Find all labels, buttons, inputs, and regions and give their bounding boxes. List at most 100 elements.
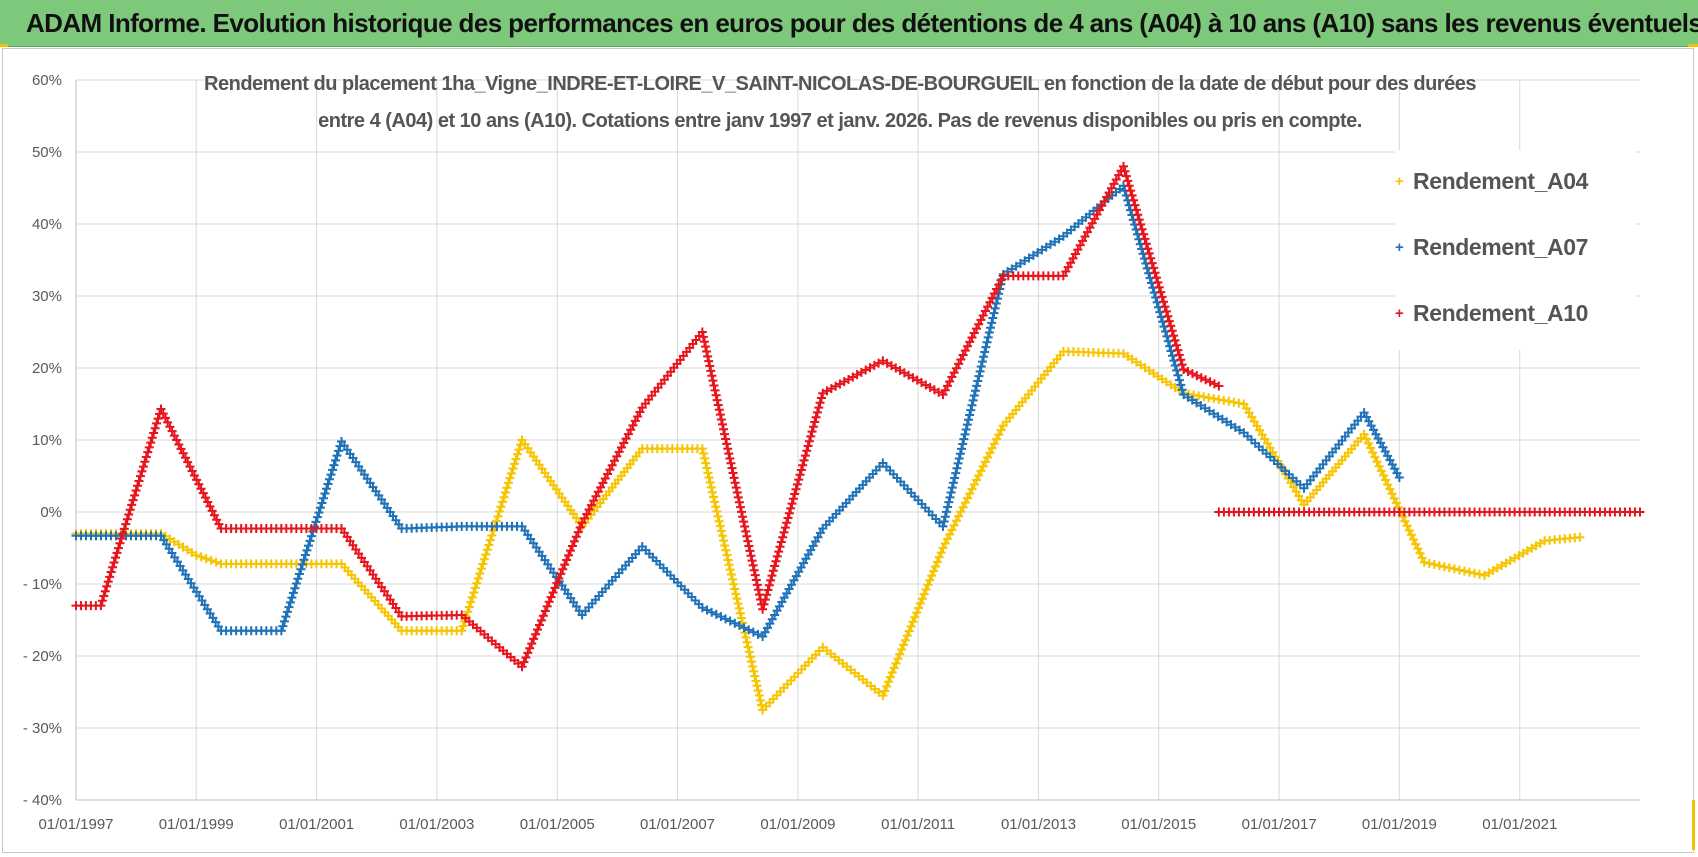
data-point-marker — [1406, 530, 1416, 540]
y-tick-label: - 10% — [23, 576, 62, 593]
data-point-marker — [1177, 385, 1187, 395]
legend-item-a07: + Rendement_A07 — [1395, 234, 1588, 261]
data-point-marker — [1130, 200, 1140, 210]
data-point-marker — [908, 617, 918, 627]
data-point-marker — [904, 626, 914, 636]
data-point-marker — [981, 342, 991, 352]
data-point-marker — [1475, 569, 1484, 579]
data-point-marker — [1400, 516, 1410, 526]
y-tick-label: 30% — [32, 288, 62, 305]
data-point-marker — [767, 571, 777, 581]
data-point-marker — [303, 541, 313, 551]
data-point-marker — [1134, 215, 1144, 225]
data-point-marker — [105, 572, 115, 582]
data-point-marker — [1192, 371, 1202, 381]
data-point-marker — [815, 398, 825, 408]
data-point-marker — [287, 593, 297, 603]
data-point-marker — [288, 588, 298, 598]
data-point-marker — [713, 400, 723, 410]
data-point-marker — [742, 637, 752, 647]
data-point-marker — [494, 507, 504, 517]
data-point-marker — [697, 603, 707, 613]
data-point-marker — [716, 415, 726, 425]
data-point-marker — [562, 555, 572, 565]
data-point-marker — [732, 594, 742, 604]
data-point-marker — [751, 575, 761, 585]
data-point-marker — [464, 602, 474, 612]
data-point-marker — [485, 535, 495, 545]
data-point-marker — [800, 451, 810, 461]
data-point-marker — [722, 439, 732, 449]
data-point-marker — [523, 648, 533, 658]
data-point-marker — [529, 634, 539, 644]
data-point-marker — [146, 438, 156, 448]
series-rendement_a10 — [71, 161, 1645, 672]
data-point-marker — [719, 536, 729, 546]
data-point-marker — [703, 351, 713, 361]
data-point-marker — [1444, 563, 1454, 573]
data-point-marker — [945, 492, 955, 502]
data-point-marker — [706, 366, 716, 376]
data-point-marker — [939, 517, 949, 527]
data-point-marker — [977, 357, 987, 367]
data-point-marker — [300, 550, 310, 560]
data-point-marker — [1209, 379, 1219, 389]
data-point-marker — [1139, 229, 1149, 239]
data-point-marker — [1389, 493, 1399, 503]
banner-title: ADAM Informe. Evolution historique des p… — [26, 8, 1698, 38]
data-point-marker — [710, 385, 720, 395]
data-point-marker — [702, 605, 712, 615]
data-point-marker — [143, 447, 153, 457]
data-point-marker — [806, 431, 816, 441]
data-point-marker — [748, 627, 758, 637]
data-point-marker — [735, 502, 745, 512]
data-point-marker — [734, 603, 744, 613]
data-point-marker — [990, 303, 1000, 313]
data-point-marker — [1398, 512, 1408, 522]
data-point-marker — [730, 478, 740, 488]
data-point-marker — [482, 545, 492, 555]
data-point-marker — [711, 609, 721, 619]
data-point-marker — [953, 458, 963, 468]
data-point-marker — [736, 613, 746, 623]
data-point-marker — [714, 405, 724, 415]
data-point-marker — [1415, 548, 1425, 558]
data-point-marker — [1439, 562, 1449, 572]
data-point-marker — [1149, 263, 1159, 273]
data-point-marker — [1119, 161, 1128, 171]
data-point-marker — [1174, 375, 1184, 385]
data-point-marker — [1402, 521, 1412, 531]
data-point-marker — [724, 560, 734, 570]
data-point-marker — [742, 531, 752, 541]
data-point-marker — [917, 594, 927, 604]
data-point-marker — [741, 526, 751, 536]
y-tick-label: 10% — [32, 432, 62, 449]
data-point-marker — [1157, 292, 1167, 302]
data-point-marker — [878, 691, 888, 701]
data-point-marker — [284, 602, 294, 612]
data-point-marker — [954, 454, 964, 464]
data-point-marker — [976, 466, 986, 476]
data-point-marker — [724, 449, 734, 459]
data-point-marker — [962, 420, 972, 430]
legend-label-a07: Rendement_A07 — [1413, 234, 1589, 260]
data-point-marker — [112, 548, 122, 558]
y-tick-label: - 30% — [23, 720, 62, 737]
data-point-marker — [470, 583, 480, 593]
data-point-marker — [705, 478, 715, 488]
data-point-marker — [1121, 171, 1131, 181]
data-point-marker — [725, 616, 735, 626]
data-point-marker — [475, 569, 485, 579]
data-point-marker — [285, 597, 295, 607]
x-tick-label: 01/01/1997 — [38, 816, 113, 833]
data-point-marker — [803, 441, 813, 451]
data-point-marker — [715, 410, 725, 420]
x-tick-label: 01/01/2013 — [1001, 816, 1076, 833]
data-point-marker — [934, 552, 944, 562]
data-point-marker — [972, 381, 982, 391]
data-point-marker — [1163, 311, 1173, 321]
data-point-marker — [919, 589, 929, 599]
data-point-marker — [564, 550, 574, 560]
data-point-marker — [814, 403, 824, 413]
data-point-marker — [527, 639, 537, 649]
